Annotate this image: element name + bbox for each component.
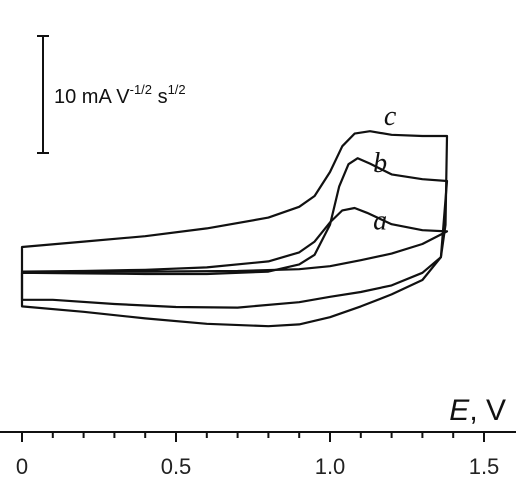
x-axis-symbol: E — [449, 394, 470, 427]
scale-bar-exponent-2: 1/2 — [168, 82, 186, 97]
x-tick-label: 1.0 — [315, 454, 346, 479]
scale-bar-label: 10 mA V-1/2 s1/2 — [54, 82, 186, 108]
curve-label-b: b — [373, 148, 387, 179]
scale-bar-exponent-1: -1/2 — [130, 82, 152, 97]
curve-label-c: c — [384, 101, 397, 132]
curve-label-a: a — [373, 206, 387, 237]
x-ticks-group: 0 0.5 1.0 1.5 — [16, 432, 499, 479]
curve-b — [20, 157, 449, 309]
x-tick-label: 1.5 — [469, 454, 500, 479]
scale-bar: 10 mA V-1/2 s1/2 — [37, 35, 186, 154]
curve-labels-group: abc — [373, 101, 397, 236]
curve-c — [20, 130, 449, 328]
x-tick-label: 0 — [16, 454, 28, 479]
x-tick-label: 0.5 — [161, 454, 192, 479]
curve-a — [20, 206, 449, 273]
scale-bar-text: 10 mA V — [54, 86, 130, 108]
x-axis-title: E, V — [449, 394, 506, 427]
scale-bar-mid: s — [152, 86, 168, 108]
curves-group — [20, 130, 449, 328]
x-axis-unit: , V — [469, 394, 506, 427]
x-axis: 0 0.5 1.0 1.5 E, V — [0, 394, 516, 479]
